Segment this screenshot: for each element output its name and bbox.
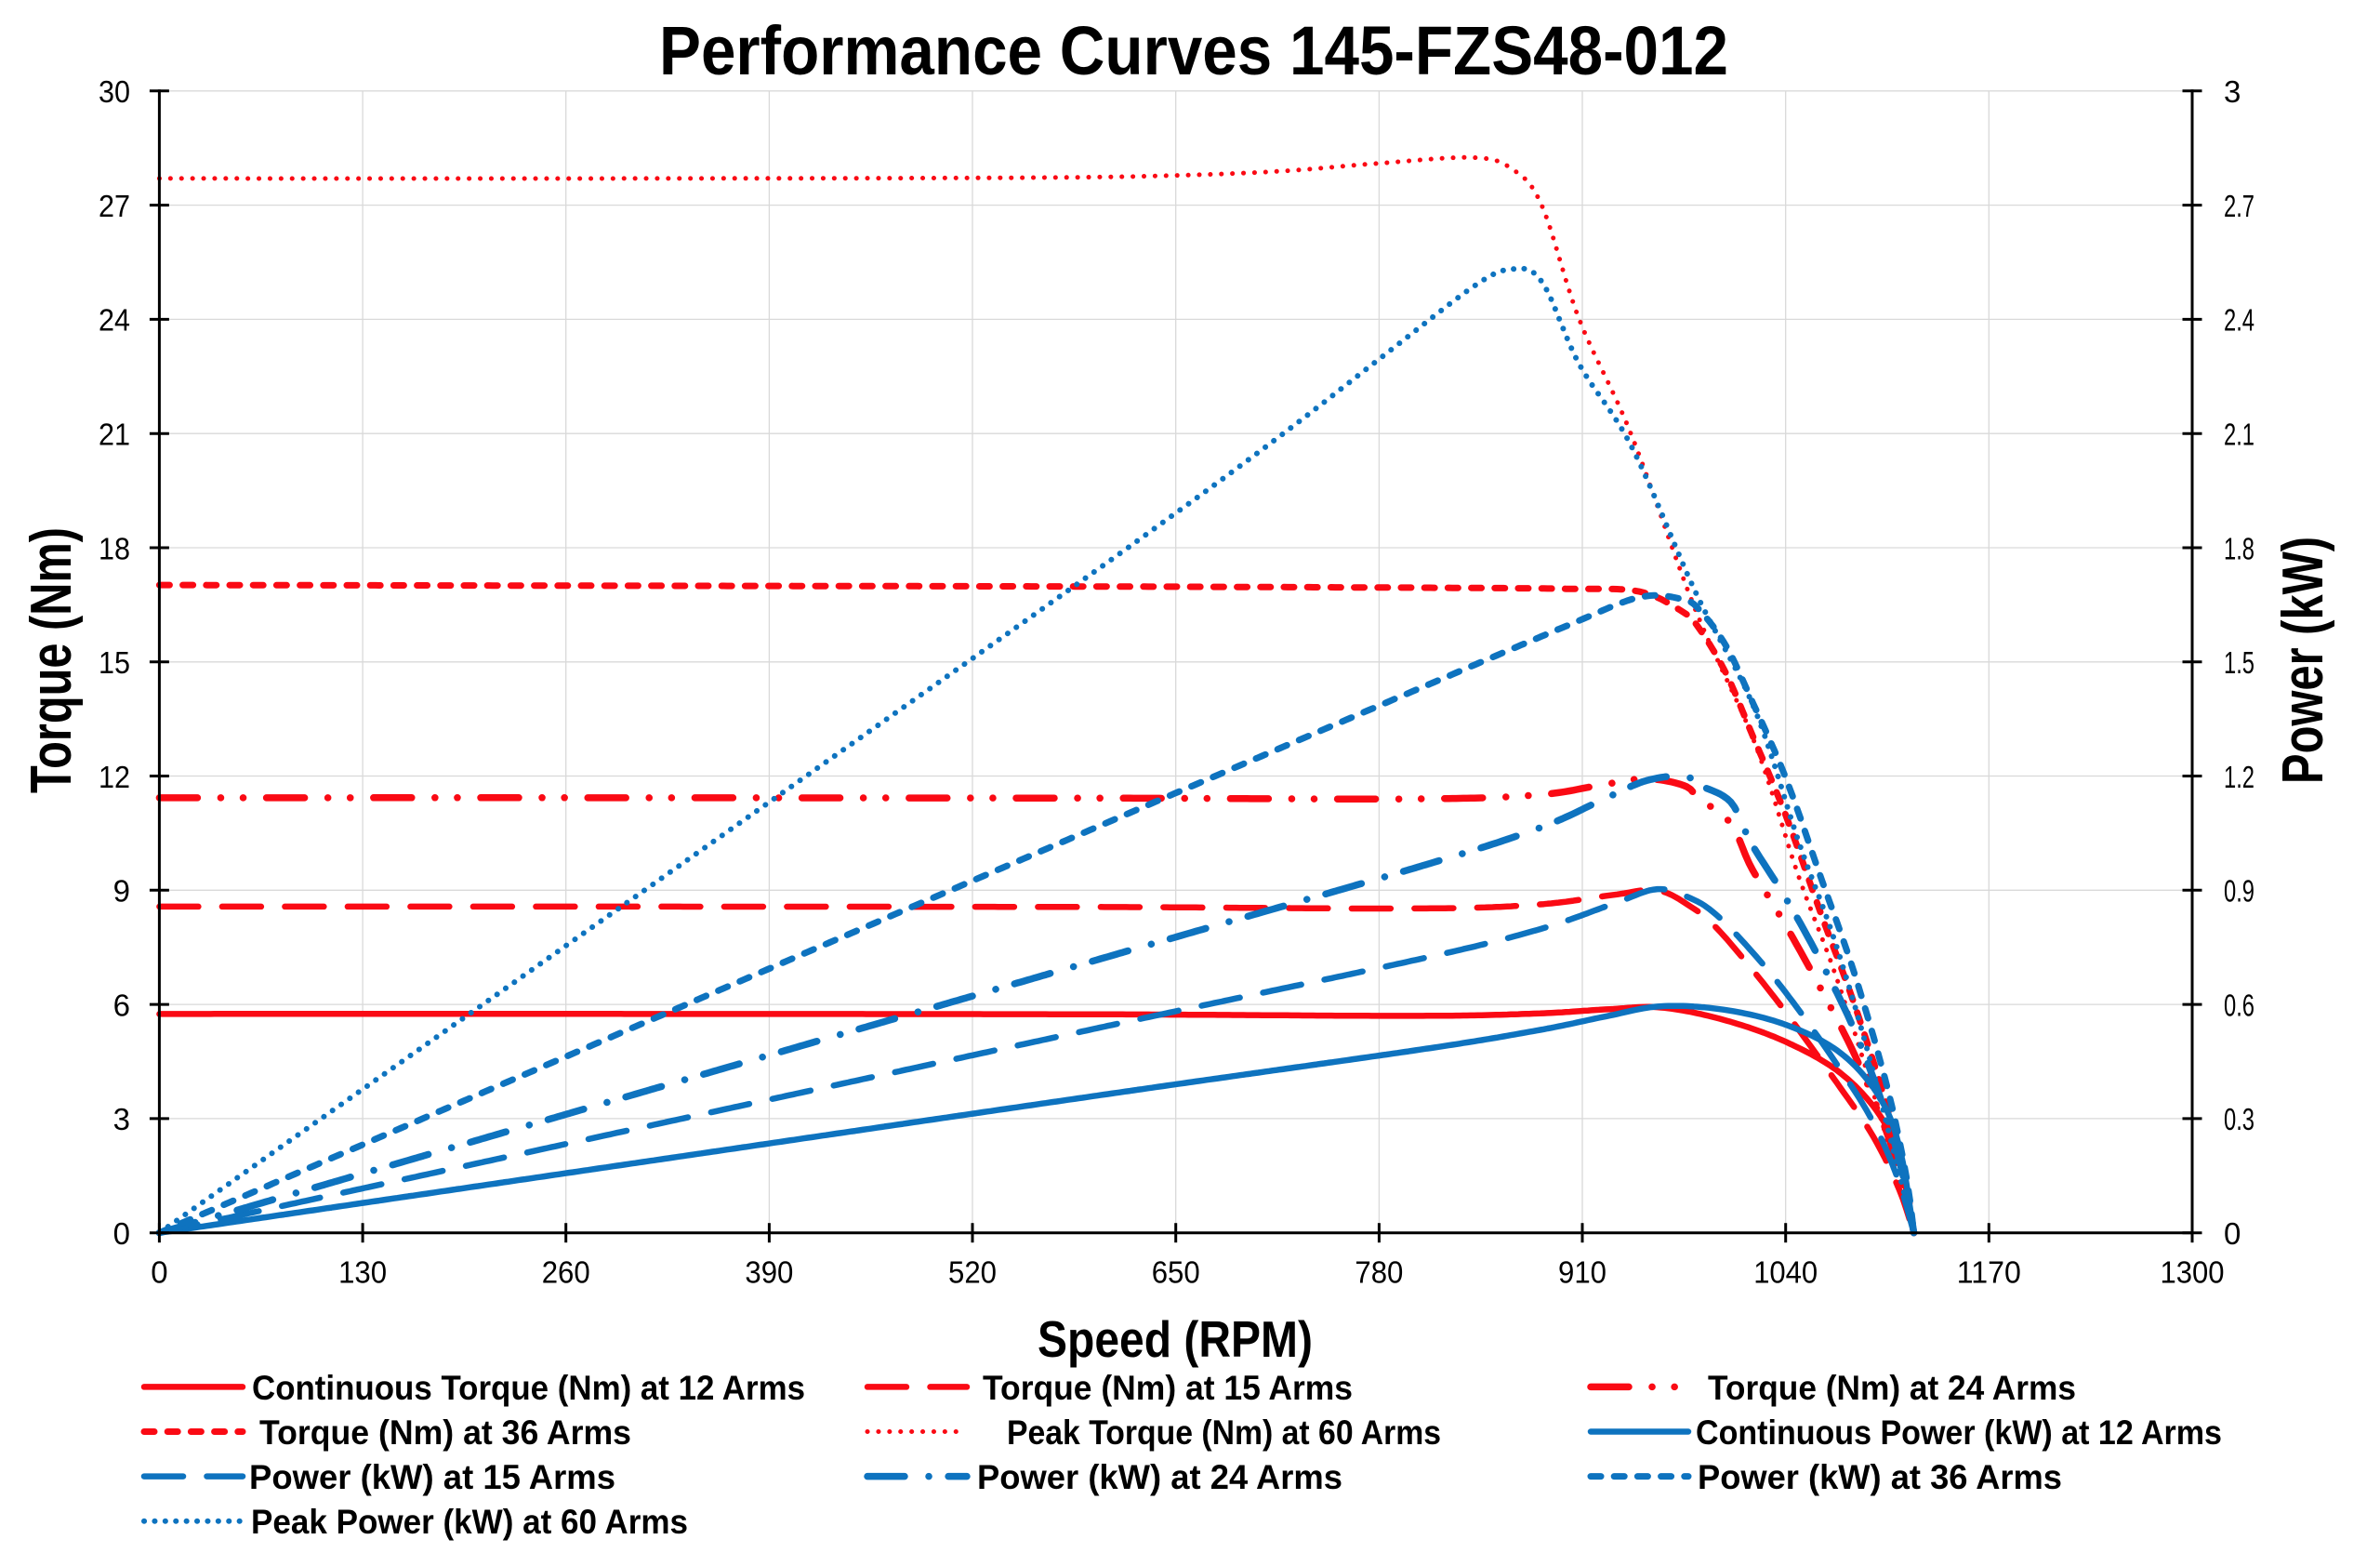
svg-text:Power (kW) at 36 Arms: Power (kW) at 36 Arms bbox=[1698, 1458, 2062, 1496]
svg-text:Power (kW): Power (kW) bbox=[2271, 537, 2335, 784]
svg-text:9: 9 bbox=[113, 874, 130, 909]
svg-text:1.8: 1.8 bbox=[2224, 531, 2254, 565]
svg-text:Speed (RPM): Speed (RPM) bbox=[1038, 1310, 1313, 1368]
svg-text:18: 18 bbox=[99, 531, 130, 565]
svg-text:130: 130 bbox=[338, 1254, 387, 1289]
svg-text:0.6: 0.6 bbox=[2224, 988, 2254, 1022]
svg-text:2.4: 2.4 bbox=[2224, 303, 2254, 338]
svg-text:6: 6 bbox=[113, 988, 130, 1022]
svg-text:1170: 1170 bbox=[1957, 1254, 2021, 1289]
svg-text:0: 0 bbox=[151, 1254, 167, 1289]
svg-text:1.5: 1.5 bbox=[2224, 645, 2254, 680]
svg-text:0.9: 0.9 bbox=[2224, 874, 2254, 909]
svg-text:1040: 1040 bbox=[1753, 1254, 1818, 1289]
svg-text:2.1: 2.1 bbox=[2224, 418, 2254, 452]
svg-text:Continuous Power (kW) at 12 Ar: Continuous Power (kW) at 12 Arms bbox=[1696, 1413, 2222, 1452]
svg-text:Continuous Torque (Nm) at 12 A: Continuous Torque (Nm) at 12 Arms bbox=[252, 1369, 805, 1407]
svg-text:390: 390 bbox=[745, 1254, 793, 1289]
svg-text:1.2: 1.2 bbox=[2224, 760, 2254, 794]
svg-text:2.7: 2.7 bbox=[2224, 189, 2254, 223]
svg-text:Peak Torque (Nm) at 60 Arms: Peak Torque (Nm) at 60 Arms bbox=[1007, 1413, 1441, 1452]
svg-text:0.3: 0.3 bbox=[2224, 1102, 2254, 1136]
svg-text:24: 24 bbox=[99, 303, 130, 338]
svg-text:27: 27 bbox=[99, 189, 130, 223]
svg-text:Torque (Nm) at 24 Arms: Torque (Nm) at 24 Arms bbox=[1708, 1369, 2076, 1407]
svg-text:1300: 1300 bbox=[2161, 1254, 2225, 1289]
svg-text:Peak Power (kW) at 60 Arms: Peak Power (kW) at 60 Arms bbox=[251, 1503, 688, 1541]
svg-text:Performance Curves 145-FZS48-0: Performance Curves 145-FZS48-012 bbox=[659, 12, 1728, 89]
svg-text:3: 3 bbox=[113, 1102, 130, 1136]
svg-text:780: 780 bbox=[1355, 1254, 1403, 1289]
svg-text:Power (kW) at 24 Arms: Power (kW) at 24 Arms bbox=[977, 1458, 1342, 1496]
svg-text:0: 0 bbox=[113, 1216, 130, 1251]
svg-text:650: 650 bbox=[1152, 1254, 1200, 1289]
svg-text:21: 21 bbox=[99, 418, 130, 452]
svg-text:520: 520 bbox=[948, 1254, 997, 1289]
svg-text:260: 260 bbox=[542, 1254, 590, 1289]
svg-text:12: 12 bbox=[99, 760, 130, 794]
svg-text:15: 15 bbox=[99, 645, 130, 680]
svg-text:Power (kW) at 15 Arms: Power (kW) at 15 Arms bbox=[249, 1458, 615, 1496]
svg-text:Torque (Nm) at 15 Arms: Torque (Nm) at 15 Arms bbox=[983, 1369, 1353, 1407]
svg-text:3: 3 bbox=[2224, 74, 2241, 109]
svg-text:30: 30 bbox=[99, 74, 130, 109]
svg-text:Torque (Nm) at 36 Arms: Torque (Nm) at 36 Arms bbox=[259, 1413, 631, 1452]
svg-text:910: 910 bbox=[1558, 1254, 1606, 1289]
svg-text:Torque (Nm): Torque (Nm) bbox=[20, 527, 84, 793]
svg-text:0: 0 bbox=[2224, 1216, 2241, 1251]
